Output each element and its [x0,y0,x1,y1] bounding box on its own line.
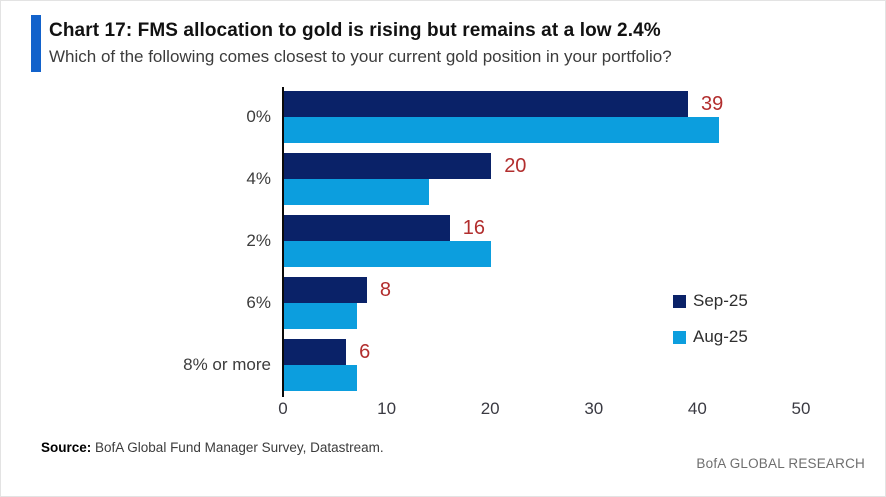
bar-sep-25 [284,153,492,179]
x-axis-tick-label: 30 [584,399,604,418]
x-axis-tick-label: 10 [377,399,397,418]
source-line: Source: BofA Global Fund Manager Survey,… [41,440,384,455]
category-label: 4% [246,169,271,188]
value-label: 8 [379,279,391,301]
x-axis-tick-label: 50 [791,399,811,418]
y-axis-line [282,87,284,397]
legend-entry-aug-25: Aug-25 [673,327,748,346]
bar-aug-25 [284,303,357,329]
brand-footer: BofA GLOBAL RESEARCH [696,456,865,471]
bar-aug-25 [284,179,430,205]
value-label: 39 [701,93,724,115]
bar-aug-25 [284,365,357,391]
category-label: 6% [246,293,271,312]
bar-sep-25 [284,277,367,303]
bar-sep-25 [284,215,450,241]
chart-subtitle: Which of the following comes closest to … [49,47,672,66]
x-axis-tick-label: 20 [480,399,500,418]
x-axis-tick-label: 40 [687,399,707,418]
category-label: 2% [246,231,271,250]
legend: Sep-25 Aug-25 [673,291,748,365]
title-accent-bar [31,15,41,72]
bar-sep-25 [284,339,347,365]
x-axis-tick-label: 0 [278,399,288,418]
legend-label: Aug-25 [693,327,748,346]
legend-swatch-icon [673,294,686,308]
source-text: BofA Global Fund Manager Survey, Datastr… [91,440,384,455]
chart-title: Chart 17: FMS allocation to gold is risi… [49,20,661,41]
bar-sep-25 [284,91,689,117]
category-label: 8% or more [183,355,271,374]
legend-label: Sep-25 [693,291,748,310]
legend-swatch-icon [673,330,686,344]
value-label: 20 [504,155,527,177]
bar-aug-25 [284,241,492,267]
value-label: 6 [359,341,371,363]
legend-entry-sep-25: Sep-25 [673,291,748,310]
bar-aug-25 [284,117,720,143]
value-label: 16 [462,217,485,239]
source-label: Source: [41,440,92,455]
category-label: 0% [246,107,271,126]
